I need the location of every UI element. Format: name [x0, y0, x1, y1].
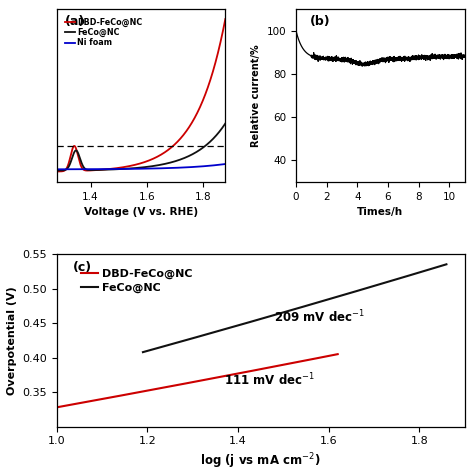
Legend: DBD-FeCo@NC, FeCo@NC: DBD-FeCo@NC, FeCo@NC [79, 267, 195, 295]
Y-axis label: Overpotential (V): Overpotential (V) [7, 286, 17, 395]
Ni foam [161, 165, 167, 171]
FeCo@NC [152, 163, 157, 169]
DBD-FeCo@NC [129, 391, 135, 396]
X-axis label: log (j vs mA cm$^{-2}$): log (j vs mA cm$^{-2}$) [201, 452, 321, 472]
DBD-FeCo@NC [64, 164, 70, 170]
DBD-FeCo@NC [182, 130, 188, 136]
FeCo@NC [158, 344, 164, 350]
FeCo@NC [161, 161, 167, 167]
DBD-FeCo@NC [222, 16, 228, 22]
FeCo@NC [182, 155, 188, 161]
DBD-FeCo@NC [335, 351, 340, 357]
FeCo@NC [222, 120, 228, 126]
Line: Ni foam: Ni foam [57, 164, 225, 169]
Line: FeCo@NC: FeCo@NC [57, 123, 225, 171]
Ni foam [64, 166, 70, 172]
DBD-FeCo@NC [152, 155, 157, 161]
Line: DBD-FeCo@NC: DBD-FeCo@NC [57, 19, 225, 172]
DBD-FeCo@NC [161, 150, 167, 155]
DBD-FeCo@NC [71, 401, 77, 407]
Legend: DBD-FeCo@NC, FeCo@NC, Ni foam: DBD-FeCo@NC, FeCo@NC, Ni foam [64, 17, 143, 48]
FeCo@NC [221, 327, 227, 332]
Ni foam [54, 166, 60, 172]
FeCo@NC [197, 334, 202, 339]
DBD-FeCo@NC [106, 395, 112, 401]
FeCo@NC [64, 166, 70, 172]
DBD-FeCo@NC [311, 356, 317, 362]
FeCo@NC [54, 168, 60, 173]
Ni foam [152, 165, 157, 171]
Text: 111 mV dec$^{-1}$: 111 mV dec$^{-1}$ [225, 372, 315, 388]
FeCo@NC [428, 266, 434, 272]
Ni foam [199, 164, 205, 169]
FeCo@NC [199, 146, 205, 151]
X-axis label: Voltage (V vs. RHE): Voltage (V vs. RHE) [84, 207, 198, 217]
FeCo@NC [444, 262, 449, 267]
Text: 209 mV dec$^{-1}$: 209 mV dec$^{-1}$ [274, 308, 365, 325]
FeCo@NC [152, 346, 158, 352]
Line: DBD-FeCo@NC: DBD-FeCo@NC [57, 354, 337, 407]
FeCo@NC [140, 349, 146, 355]
DBD-FeCo@NC [321, 354, 327, 360]
Text: (a): (a) [65, 15, 85, 27]
Ni foam [156, 165, 162, 171]
X-axis label: Times/h: Times/h [357, 207, 403, 217]
Y-axis label: Relative current/%: Relative current/% [251, 45, 261, 147]
Ni foam [182, 164, 188, 170]
Text: (b): (b) [310, 15, 330, 27]
DBD-FeCo@NC [156, 153, 162, 159]
Ni foam [222, 161, 228, 167]
Text: (c): (c) [73, 261, 92, 274]
DBD-FeCo@NC [54, 169, 60, 174]
FeCo@NC [418, 269, 423, 275]
DBD-FeCo@NC [65, 402, 71, 408]
FeCo@NC [156, 162, 162, 168]
DBD-FeCo@NC [199, 100, 205, 106]
DBD-FeCo@NC [54, 404, 60, 410]
Line: FeCo@NC: FeCo@NC [143, 264, 447, 352]
